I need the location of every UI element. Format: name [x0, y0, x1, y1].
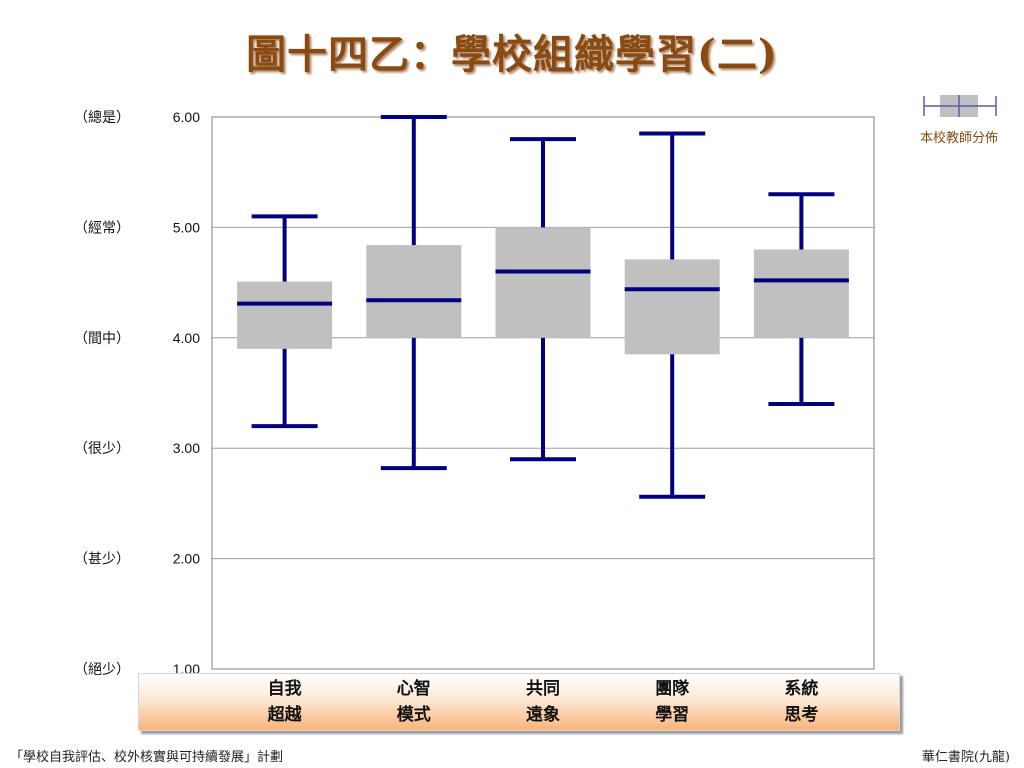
box-item — [753, 192, 849, 407]
y-tick-label: 2.00 — [173, 551, 200, 567]
box-item — [237, 214, 333, 429]
y-scale-label: （間中） — [74, 331, 130, 347]
y-tick-label: 5.00 — [173, 219, 200, 235]
y-scale-label: （絕少） — [74, 662, 130, 678]
y-scale-label: （經常） — [74, 220, 130, 236]
iqr-box — [753, 249, 849, 338]
iqr-box — [624, 259, 720, 355]
footer-left: 「學校自我評估、校外核實與可持續發展」計劃 — [10, 750, 284, 765]
legend-symbol-icon — [923, 95, 997, 117]
iqr-box — [237, 281, 333, 349]
y-tick-label: 6.00 — [173, 109, 200, 125]
y-tick-label: 4.00 — [173, 330, 200, 346]
box-item — [624, 131, 720, 499]
y-scale-labels: （總是） （經常） （間中） （很少） （甚少） （絕少） — [74, 109, 130, 678]
category-label: 共同 遠象 — [526, 679, 560, 725]
iqr-box — [366, 245, 462, 338]
y-axis-ticks: 6.005.004.003.002.001.00 — [173, 109, 200, 677]
category-band — [138, 673, 900, 731]
category-label: 心智 模式 — [396, 679, 431, 725]
box-item — [495, 137, 591, 462]
y-scale-label: （很少） — [74, 441, 130, 457]
y-scale-label: （總是） — [74, 109, 130, 126]
footer-right: 華仁書院(九龍) — [921, 750, 1010, 765]
category-label: 自我 超越 — [267, 679, 302, 725]
page-title: 圖十四乙：學校組織學習(二) — [246, 31, 778, 78]
box-series — [237, 115, 849, 499]
y-tick-label: 3.00 — [173, 440, 200, 456]
iqr-box — [495, 227, 591, 338]
legend-label: 本校教師分佈 — [919, 131, 998, 146]
category-label: 系統 思考 — [784, 679, 819, 725]
box-item — [366, 115, 462, 471]
category-label: 團隊 學習 — [655, 679, 690, 725]
plot-area — [211, 116, 875, 670]
y-scale-label: （甚少） — [74, 552, 130, 568]
